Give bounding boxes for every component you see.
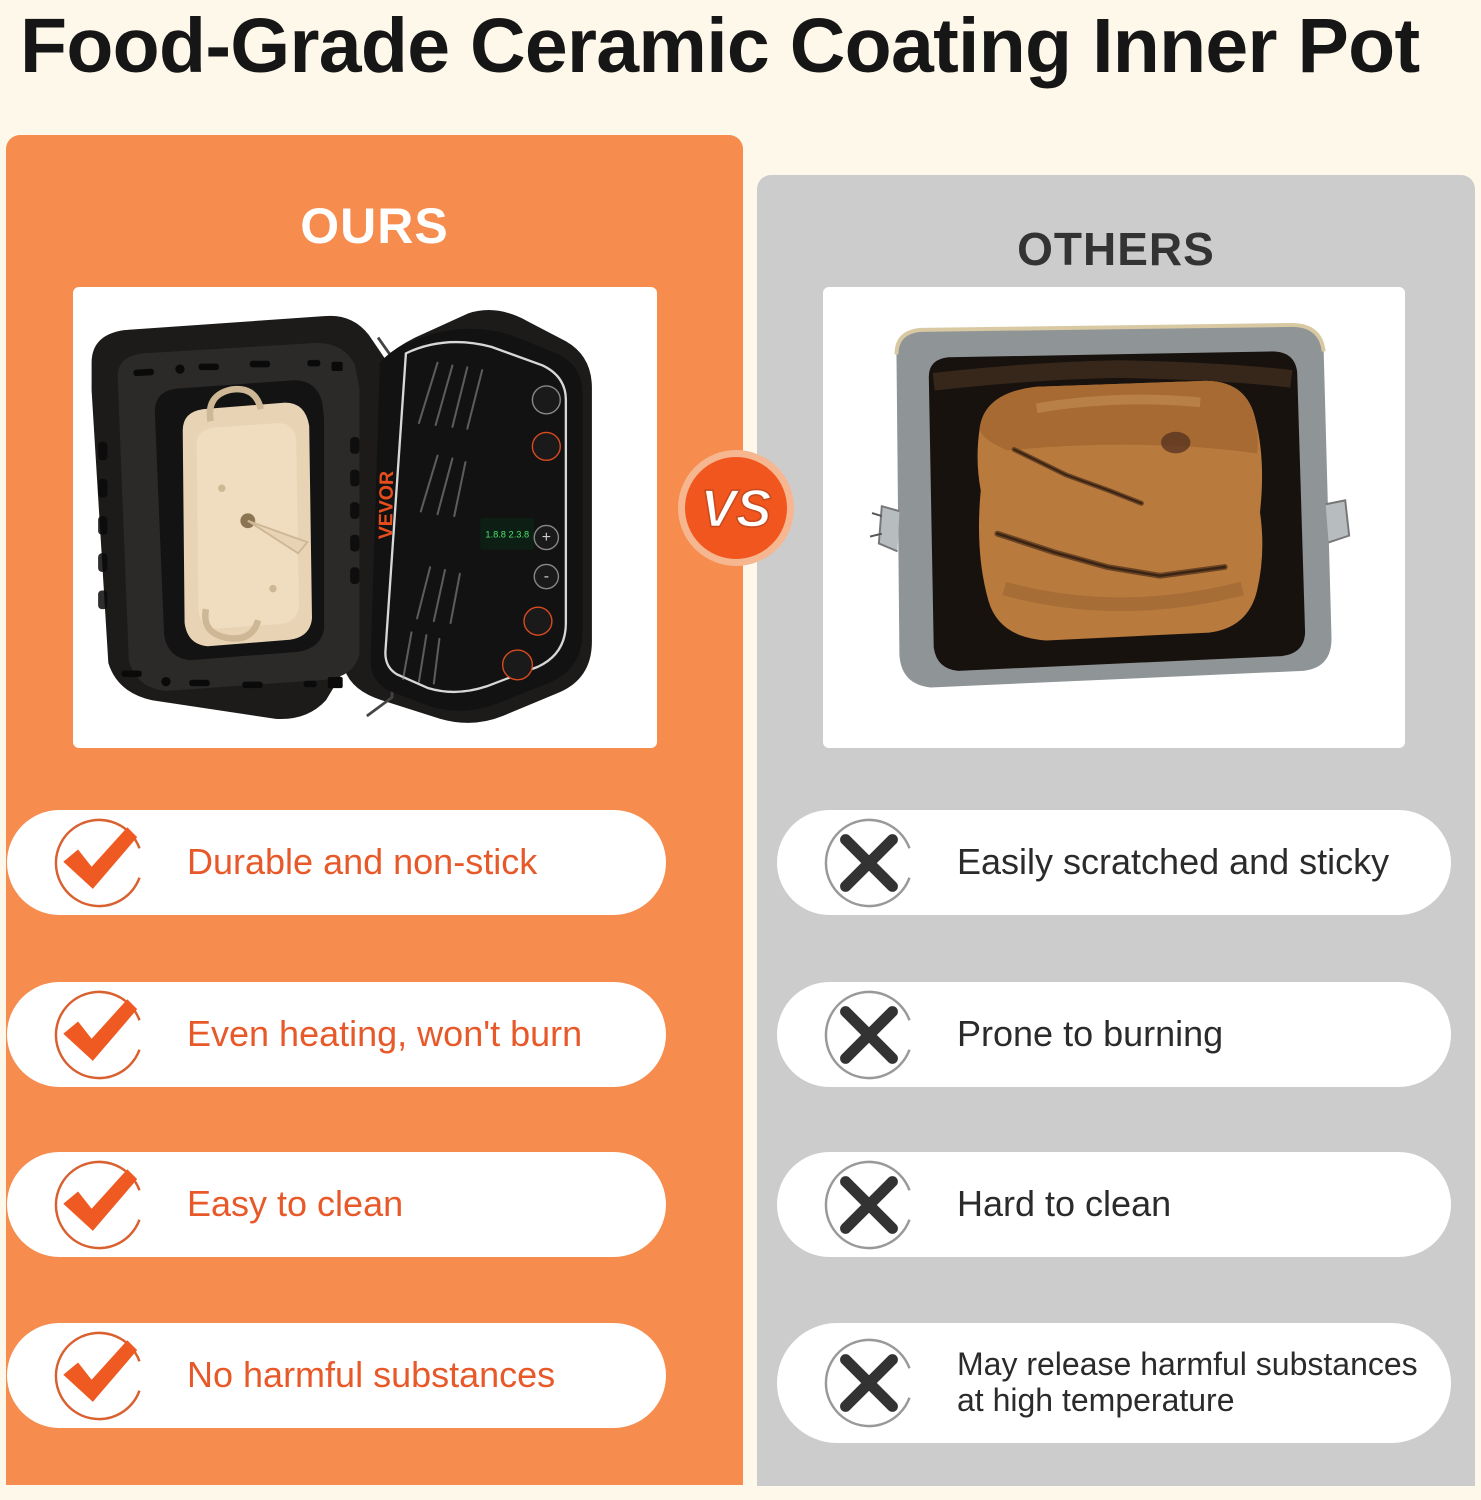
svg-text:VEVOR: VEVOR bbox=[375, 471, 398, 540]
svg-text:VS: VS bbox=[701, 479, 772, 538]
svg-text:+: + bbox=[542, 529, 551, 546]
svg-text:-: - bbox=[544, 568, 549, 585]
svg-text:1.8.8 2.3.8: 1.8.8 2.3.8 bbox=[485, 529, 529, 539]
